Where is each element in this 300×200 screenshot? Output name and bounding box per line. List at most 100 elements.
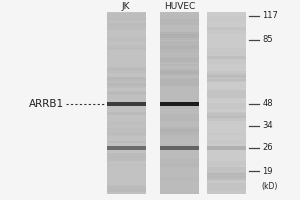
Bar bbox=[207, 122, 246, 124]
Bar bbox=[207, 133, 246, 135]
Bar bbox=[106, 121, 146, 128]
Bar bbox=[207, 48, 246, 54]
Bar bbox=[106, 153, 146, 161]
Bar bbox=[106, 92, 146, 95]
Bar bbox=[106, 106, 146, 111]
Bar bbox=[160, 127, 200, 133]
Bar bbox=[207, 172, 246, 178]
Bar bbox=[160, 82, 200, 90]
Text: 26: 26 bbox=[262, 144, 273, 152]
Bar bbox=[160, 64, 200, 66]
Bar bbox=[160, 34, 200, 38]
Bar bbox=[106, 121, 146, 124]
Bar bbox=[160, 177, 200, 181]
Bar bbox=[160, 58, 200, 63]
Bar bbox=[207, 27, 246, 30]
Text: HUVEC: HUVEC bbox=[164, 2, 196, 11]
Bar bbox=[160, 103, 200, 106]
Bar bbox=[160, 107, 200, 112]
Bar bbox=[207, 146, 246, 150]
Bar bbox=[207, 112, 246, 118]
Bar bbox=[160, 105, 200, 109]
Bar bbox=[160, 12, 200, 194]
Bar bbox=[207, 90, 246, 98]
Text: ARRB1: ARRB1 bbox=[29, 99, 64, 109]
Bar bbox=[207, 56, 246, 64]
Bar bbox=[106, 80, 146, 88]
Text: JK: JK bbox=[122, 2, 130, 11]
Bar bbox=[160, 164, 200, 168]
Text: 34: 34 bbox=[262, 121, 273, 130]
Bar bbox=[207, 12, 246, 194]
Bar bbox=[207, 113, 246, 121]
Bar bbox=[207, 16, 246, 22]
Bar bbox=[106, 45, 146, 49]
Bar bbox=[106, 83, 146, 86]
Bar bbox=[106, 164, 146, 167]
Text: 85: 85 bbox=[262, 36, 273, 45]
Bar bbox=[160, 15, 200, 20]
Bar bbox=[207, 191, 246, 194]
Bar bbox=[160, 161, 200, 168]
Bar bbox=[106, 128, 146, 135]
Text: 19: 19 bbox=[262, 166, 273, 176]
Bar bbox=[106, 102, 146, 106]
Bar bbox=[106, 133, 146, 136]
Bar bbox=[106, 18, 146, 26]
Bar bbox=[160, 69, 200, 74]
Text: (kD): (kD) bbox=[261, 183, 278, 192]
Bar bbox=[207, 172, 246, 175]
Bar bbox=[207, 76, 246, 82]
Bar bbox=[207, 79, 246, 81]
Bar bbox=[160, 159, 200, 166]
Bar bbox=[207, 167, 246, 171]
Bar bbox=[160, 134, 200, 141]
Bar bbox=[160, 19, 200, 25]
Bar bbox=[160, 54, 200, 56]
Bar bbox=[160, 71, 200, 76]
Bar bbox=[106, 77, 146, 80]
Text: 117: 117 bbox=[262, 11, 278, 21]
Bar bbox=[160, 127, 200, 135]
Bar bbox=[160, 101, 200, 109]
Bar bbox=[207, 71, 246, 78]
Bar bbox=[106, 69, 146, 73]
Bar bbox=[106, 77, 146, 81]
Bar bbox=[106, 23, 146, 30]
Bar bbox=[106, 112, 146, 115]
Bar bbox=[207, 173, 246, 180]
Bar bbox=[106, 13, 146, 20]
Bar bbox=[160, 78, 200, 86]
Bar bbox=[106, 48, 146, 50]
Bar bbox=[160, 34, 200, 40]
Bar bbox=[106, 125, 146, 129]
Bar bbox=[207, 176, 246, 182]
Text: 48: 48 bbox=[262, 99, 273, 108]
Bar bbox=[106, 37, 146, 41]
Bar bbox=[106, 187, 146, 194]
Bar bbox=[207, 183, 246, 191]
Bar bbox=[207, 161, 246, 166]
Bar bbox=[106, 146, 146, 150]
Bar bbox=[207, 53, 246, 59]
Bar bbox=[160, 102, 200, 106]
Bar bbox=[207, 29, 246, 33]
Bar bbox=[160, 32, 200, 35]
Bar bbox=[106, 145, 146, 151]
Bar bbox=[160, 145, 200, 149]
Bar bbox=[207, 174, 246, 180]
Bar bbox=[160, 32, 200, 34]
Bar bbox=[207, 56, 246, 59]
Bar bbox=[160, 41, 200, 49]
Bar bbox=[106, 141, 146, 143]
Bar bbox=[160, 46, 200, 53]
Bar bbox=[207, 74, 246, 77]
Bar bbox=[207, 103, 246, 109]
Bar bbox=[106, 67, 146, 70]
Bar bbox=[160, 57, 200, 62]
Bar bbox=[106, 95, 146, 102]
Bar bbox=[207, 140, 246, 144]
Bar bbox=[106, 91, 146, 94]
Bar bbox=[160, 129, 200, 132]
Bar bbox=[160, 146, 200, 150]
